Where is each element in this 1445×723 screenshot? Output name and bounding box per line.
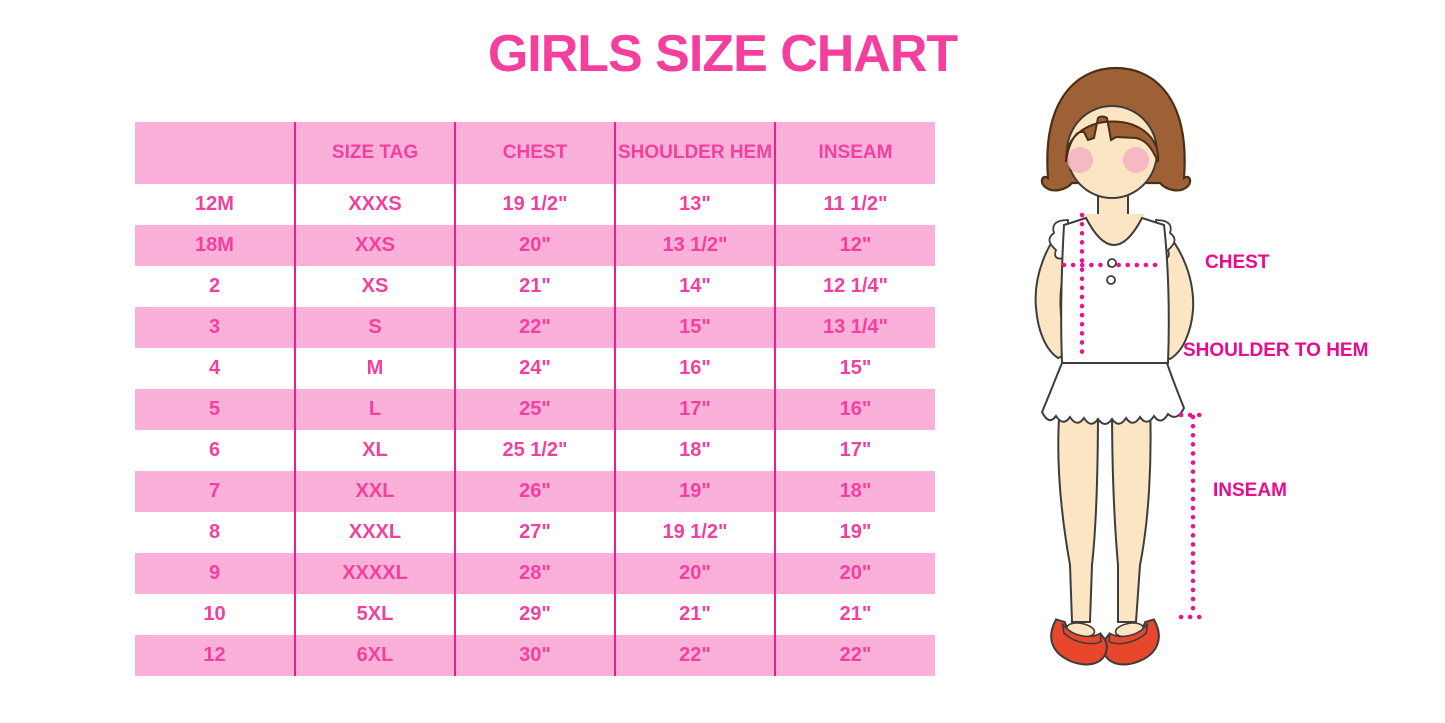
table-cell: 22" bbox=[774, 635, 935, 676]
table-cell: 13 1/4" bbox=[774, 307, 935, 348]
left-shoe bbox=[1050, 618, 1108, 666]
table-cell: 21" bbox=[454, 266, 615, 307]
right-cheek bbox=[1123, 147, 1149, 173]
table-cell: 10 bbox=[203, 603, 226, 625]
table-cell: 12M bbox=[195, 193, 234, 215]
table-row: 18M XXS 20" 13 1/2" 12" bbox=[135, 225, 935, 266]
table-cell: 17" bbox=[614, 389, 775, 430]
table-cell: 29" bbox=[454, 594, 615, 635]
table-cell: 3 bbox=[208, 316, 221, 338]
table-cell: 19" bbox=[774, 512, 935, 553]
table-cell: 16" bbox=[774, 389, 935, 430]
table-cell: 12" bbox=[774, 225, 935, 266]
table-cell: 18M bbox=[195, 234, 234, 256]
table-cell: 14" bbox=[614, 266, 775, 307]
girls-size-table: SIZE TAG CHEST SHOULDER HEM INSEAM 12M XXXS 1… bbox=[135, 122, 935, 676]
table-cell: XXS bbox=[294, 225, 455, 266]
table-cell: 5 bbox=[208, 398, 221, 420]
table-cell: XS bbox=[294, 266, 455, 307]
table-row: 9 XXXXL 28" 20" 20" bbox=[135, 553, 935, 594]
table-cell: 9 bbox=[208, 562, 221, 584]
shirt-button-top bbox=[1107, 258, 1117, 268]
table-row: 7 XXL 26" 19" 18" bbox=[135, 471, 935, 512]
table-cell: 20" bbox=[454, 225, 615, 266]
shoulder-to-hem-label: SHOULDER TO HEM bbox=[1183, 340, 1369, 361]
table-cell: 4 bbox=[208, 357, 221, 379]
tank-top bbox=[1060, 216, 1170, 364]
table-cell: XXXS bbox=[294, 184, 455, 225]
table-cell: 16" bbox=[614, 348, 775, 389]
table-cell: XXL bbox=[294, 471, 455, 512]
table-cell: XXXXL bbox=[294, 553, 455, 594]
column-header: INSEAM bbox=[774, 122, 935, 184]
table-cell: M bbox=[294, 348, 455, 389]
table-cell: 13" bbox=[614, 184, 775, 225]
table-cell: 30" bbox=[454, 635, 615, 676]
column-header bbox=[135, 122, 295, 184]
table-cell: S bbox=[294, 307, 455, 348]
table-cell: 12 bbox=[203, 644, 226, 666]
table-cell: 15" bbox=[614, 307, 775, 348]
chest-label: CHEST bbox=[1205, 252, 1270, 273]
skirt bbox=[1040, 362, 1186, 425]
table-cell: 19 1/2" bbox=[614, 512, 775, 553]
table-cell: 13 1/2" bbox=[614, 225, 775, 266]
table-cell: 20" bbox=[774, 553, 935, 594]
table-cell: 25" bbox=[454, 389, 615, 430]
table-row: 4 M 24" 16" 15" bbox=[135, 348, 935, 389]
table-cell: 18" bbox=[774, 471, 935, 512]
table-cell: 17" bbox=[774, 430, 935, 471]
table-cell: 15" bbox=[774, 348, 935, 389]
table-cell: 18" bbox=[614, 430, 775, 471]
table-cell: 28" bbox=[454, 553, 615, 594]
table-body: 12M XXXS 19 1/2" 13" 11 1/2" 18M XXS 20" 13 1/2"… bbox=[135, 184, 935, 676]
table-cell: L bbox=[294, 389, 455, 430]
column-header: SHOULDER HEM bbox=[614, 122, 775, 184]
left-cheek bbox=[1067, 147, 1093, 173]
table-cell: 19" bbox=[614, 471, 775, 512]
table-cell: 7 bbox=[208, 480, 221, 502]
girl-measurement-diagram bbox=[1034, 66, 1208, 666]
table-cell: XL bbox=[294, 430, 455, 471]
table-cell: 6XL bbox=[294, 635, 455, 676]
table-row: 3 S 22" 15" 13 1/4" bbox=[135, 307, 935, 348]
column-header: CHEST bbox=[454, 122, 615, 184]
table-cell: 21" bbox=[614, 594, 775, 635]
table-cell: 11 1/2" bbox=[774, 184, 935, 225]
header-row: SIZE TAG CHEST SHOULDER HEM INSEAM bbox=[135, 122, 935, 184]
table-cell: 2 bbox=[208, 275, 221, 297]
table-cell: 22" bbox=[614, 635, 775, 676]
table-row: 2 XS 21" 14" 12 1/4" bbox=[135, 266, 935, 307]
table-cell: 21" bbox=[774, 594, 935, 635]
table-cell: 25 1/2" bbox=[454, 430, 615, 471]
table-row: 10 5XL 29" 21" 21" bbox=[135, 594, 935, 635]
column-header: SIZE TAG bbox=[294, 122, 455, 184]
shirt-button-bottom bbox=[1106, 275, 1116, 285]
table-cell: 24" bbox=[454, 348, 615, 389]
table-cell: 27" bbox=[454, 512, 615, 553]
table-cell: 6 bbox=[208, 439, 221, 461]
table-row: 12 6XL 30" 22" 22" bbox=[135, 635, 935, 676]
table-row: 6 XL 25 1/2" 18" 17" bbox=[135, 430, 935, 471]
table-cell: 20" bbox=[614, 553, 775, 594]
table-cell: 26" bbox=[454, 471, 615, 512]
table-row: 8 XXXL 27" 19 1/2" 19" bbox=[135, 512, 935, 553]
table-cell: 5XL bbox=[294, 594, 455, 635]
table-row: 5 L 25" 17" 16" bbox=[135, 389, 935, 430]
table-cell: 12 1/4" bbox=[774, 266, 935, 307]
table-row: 12M XXXS 19 1/2" 13" 11 1/2" bbox=[135, 184, 935, 225]
page-title: GIRLS SIZE CHART bbox=[487, 25, 958, 83]
right-shoe bbox=[1102, 618, 1160, 666]
table-cell: XXXL bbox=[294, 512, 455, 553]
inseam-label: INSEAM bbox=[1213, 480, 1287, 501]
table-cell: 8 bbox=[208, 521, 221, 543]
table-cell: 19 1/2" bbox=[454, 184, 615, 225]
right-leg bbox=[1110, 404, 1152, 623]
bangs bbox=[1064, 115, 1160, 163]
left-leg bbox=[1057, 404, 1100, 623]
table-cell: 22" bbox=[454, 307, 615, 348]
